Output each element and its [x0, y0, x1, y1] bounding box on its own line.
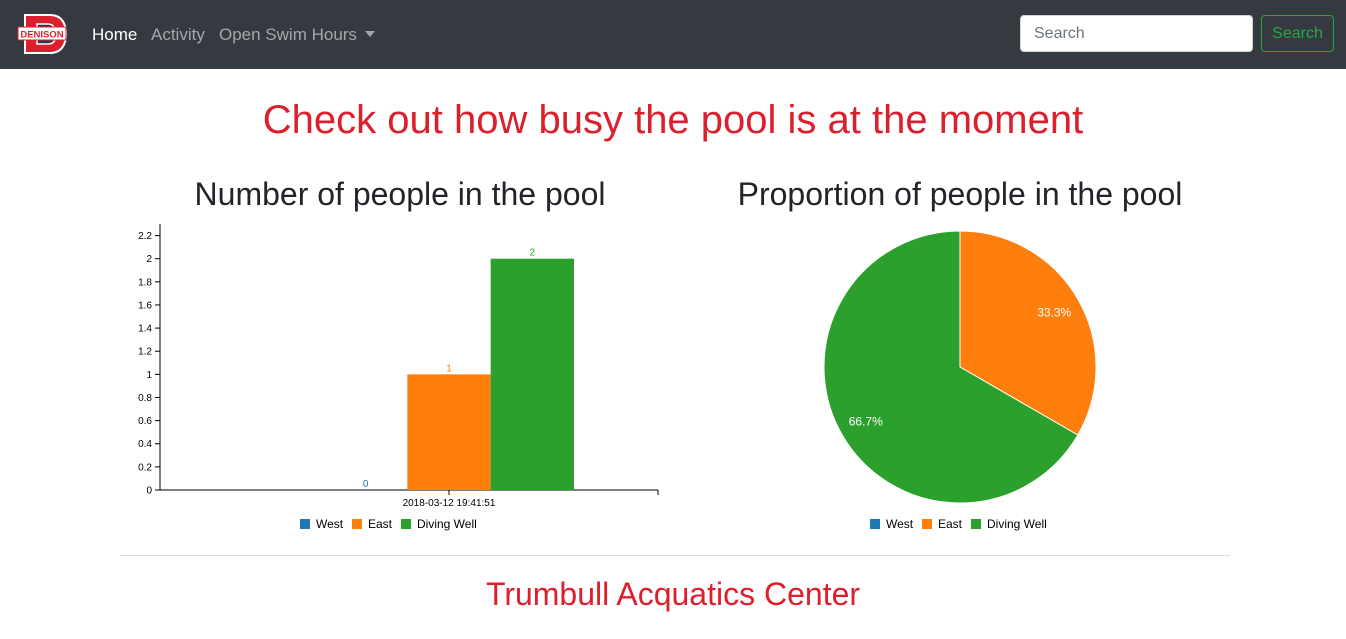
pie-chart: 33.3% 66.7% West East Diving Well — [823, 230, 1097, 531]
y-tick-label: 2.2 — [138, 231, 152, 242]
nav-activity[interactable]: Activity — [151, 25, 205, 44]
y-tick-label: 1.6 — [138, 300, 152, 311]
pie-label-diving-well: 66.7% — [849, 414, 883, 428]
footer-title: Trumbull Acquatics Center — [485, 576, 861, 612]
bar-diving-well — [490, 258, 574, 490]
y-tick-label: 1 — [146, 370, 152, 381]
bar-chart-title: Number of people in the pool — [194, 176, 606, 212]
logo-text: DENISON — [20, 30, 63, 41]
y-tick-label: 1.2 — [138, 347, 152, 358]
data-label-diving-well: 2 — [530, 248, 536, 259]
denison-logo[interactable]: DENISON — [17, 13, 67, 55]
chevron-down-icon — [364, 31, 375, 37]
pie-slice-diving-well — [823, 230, 1079, 504]
y-tick-label: 0 — [146, 486, 152, 497]
search-button[interactable]: Search — [1261, 15, 1334, 52]
bar-east — [407, 374, 491, 490]
legend-label-east: East — [368, 517, 393, 531]
legend-label-diving-well: Diving Well — [987, 517, 1047, 531]
legend-swatch-east — [352, 519, 362, 529]
legend-swatch-east — [922, 519, 932, 529]
legend-swatch-diving-well — [401, 519, 411, 529]
nav-open-swim-hours-label: Open Swim Hours — [219, 25, 357, 44]
navbar: DENISON Home Activity Open Swim Hours Se… — [0, 0, 1346, 69]
nav-open-swim-hours[interactable]: Open Swim Hours — [219, 24, 375, 45]
bar-chart: 0 0.2 0.4 0.6 0.8 1 1.2 1.4 1.6 1.8 2 2.2 0 1 2 2018-03… — [138, 224, 659, 531]
nav-home[interactable]: Home — [92, 25, 138, 44]
divider — [120, 555, 1230, 556]
y-tick-label: 1.4 — [138, 324, 152, 335]
y-tick-label: 0.2 — [138, 462, 152, 473]
x-tick-label: 2018-03-12 19:41:51 — [403, 498, 496, 509]
y-tick-label: 0.8 — [138, 393, 152, 404]
legend-label-west: West — [316, 517, 344, 531]
data-label-east: 1 — [446, 363, 452, 374]
y-tick-label: 2 — [146, 254, 152, 265]
data-label-west: 0 — [363, 479, 369, 490]
legend-swatch-west — [870, 519, 880, 529]
legend-label-west: West — [886, 517, 914, 531]
search-input[interactable] — [1020, 15, 1253, 52]
legend-swatch-diving-well — [971, 519, 981, 529]
y-tick-label: 1.8 — [138, 277, 152, 288]
y-tick-label: 0.4 — [138, 439, 152, 450]
y-tick-label: 0.6 — [138, 416, 152, 427]
legend-swatch-west — [300, 519, 310, 529]
pie-chart-title: Proportion of people in the pool — [737, 176, 1183, 212]
pie-label-east: 33.3% — [1037, 306, 1071, 320]
pie-slice-east — [959, 230, 1097, 436]
legend-label-diving-well: Diving Well — [417, 517, 477, 531]
page-heading: Check out how busy the pool is at the mo… — [262, 98, 1084, 142]
legend-label-east: East — [938, 517, 963, 531]
